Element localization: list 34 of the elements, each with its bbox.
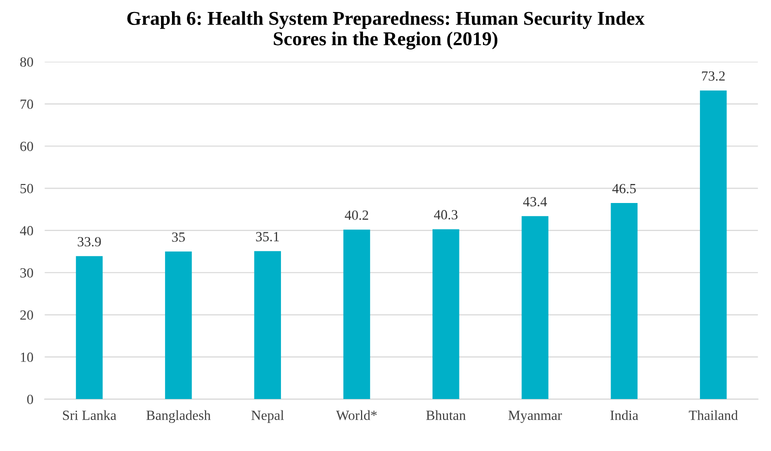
y-tick-label: 10 [20, 352, 34, 362]
data-label: 35 [172, 232, 185, 242]
x-tick-label: India [610, 410, 638, 420]
y-tick-label: 80 [20, 57, 34, 67]
bar [76, 256, 103, 400]
bar [522, 216, 548, 400]
bar [343, 230, 370, 400]
data-label: 73.2 [702, 71, 725, 81]
x-tick-label: Bangladesh [146, 410, 211, 423]
y-tick-label: 60 [20, 142, 34, 152]
data-label: 35.1 [256, 232, 279, 242]
bar [610, 203, 638, 400]
data-label: 40.3 [434, 210, 458, 220]
x-tick-label: Myanmar [508, 410, 562, 423]
y-tick-label: 40 [20, 226, 34, 236]
x-tick-label: Thailand [688, 410, 738, 420]
x-tick-label: Sri Lanka [63, 410, 116, 420]
data-label: 33.9 [78, 237, 101, 246]
bar [700, 90, 727, 400]
y-tick-label: 50 [20, 184, 34, 194]
x-tick-label: World* [336, 410, 377, 420]
y-tick-label: 0 [27, 394, 34, 404]
y-tick-label: 20 [20, 310, 34, 320]
data-label: 46.5 [612, 184, 636, 194]
x-tick-label: Bhutan [426, 410, 466, 420]
y-tick-label: 30 [20, 268, 34, 278]
y-tick-label: 70 [20, 100, 34, 109]
bar [254, 251, 281, 400]
data-label: 43.4 [523, 197, 547, 206]
data-label: 40.2 [344, 210, 368, 220]
bar [165, 252, 192, 400]
chart-title: Graph 6: Health System Preparedness: Human Security Index Scores in the Region (2019) [127, 11, 645, 50]
bar [432, 229, 460, 400]
x-tick-label: Nepal [251, 410, 284, 423]
